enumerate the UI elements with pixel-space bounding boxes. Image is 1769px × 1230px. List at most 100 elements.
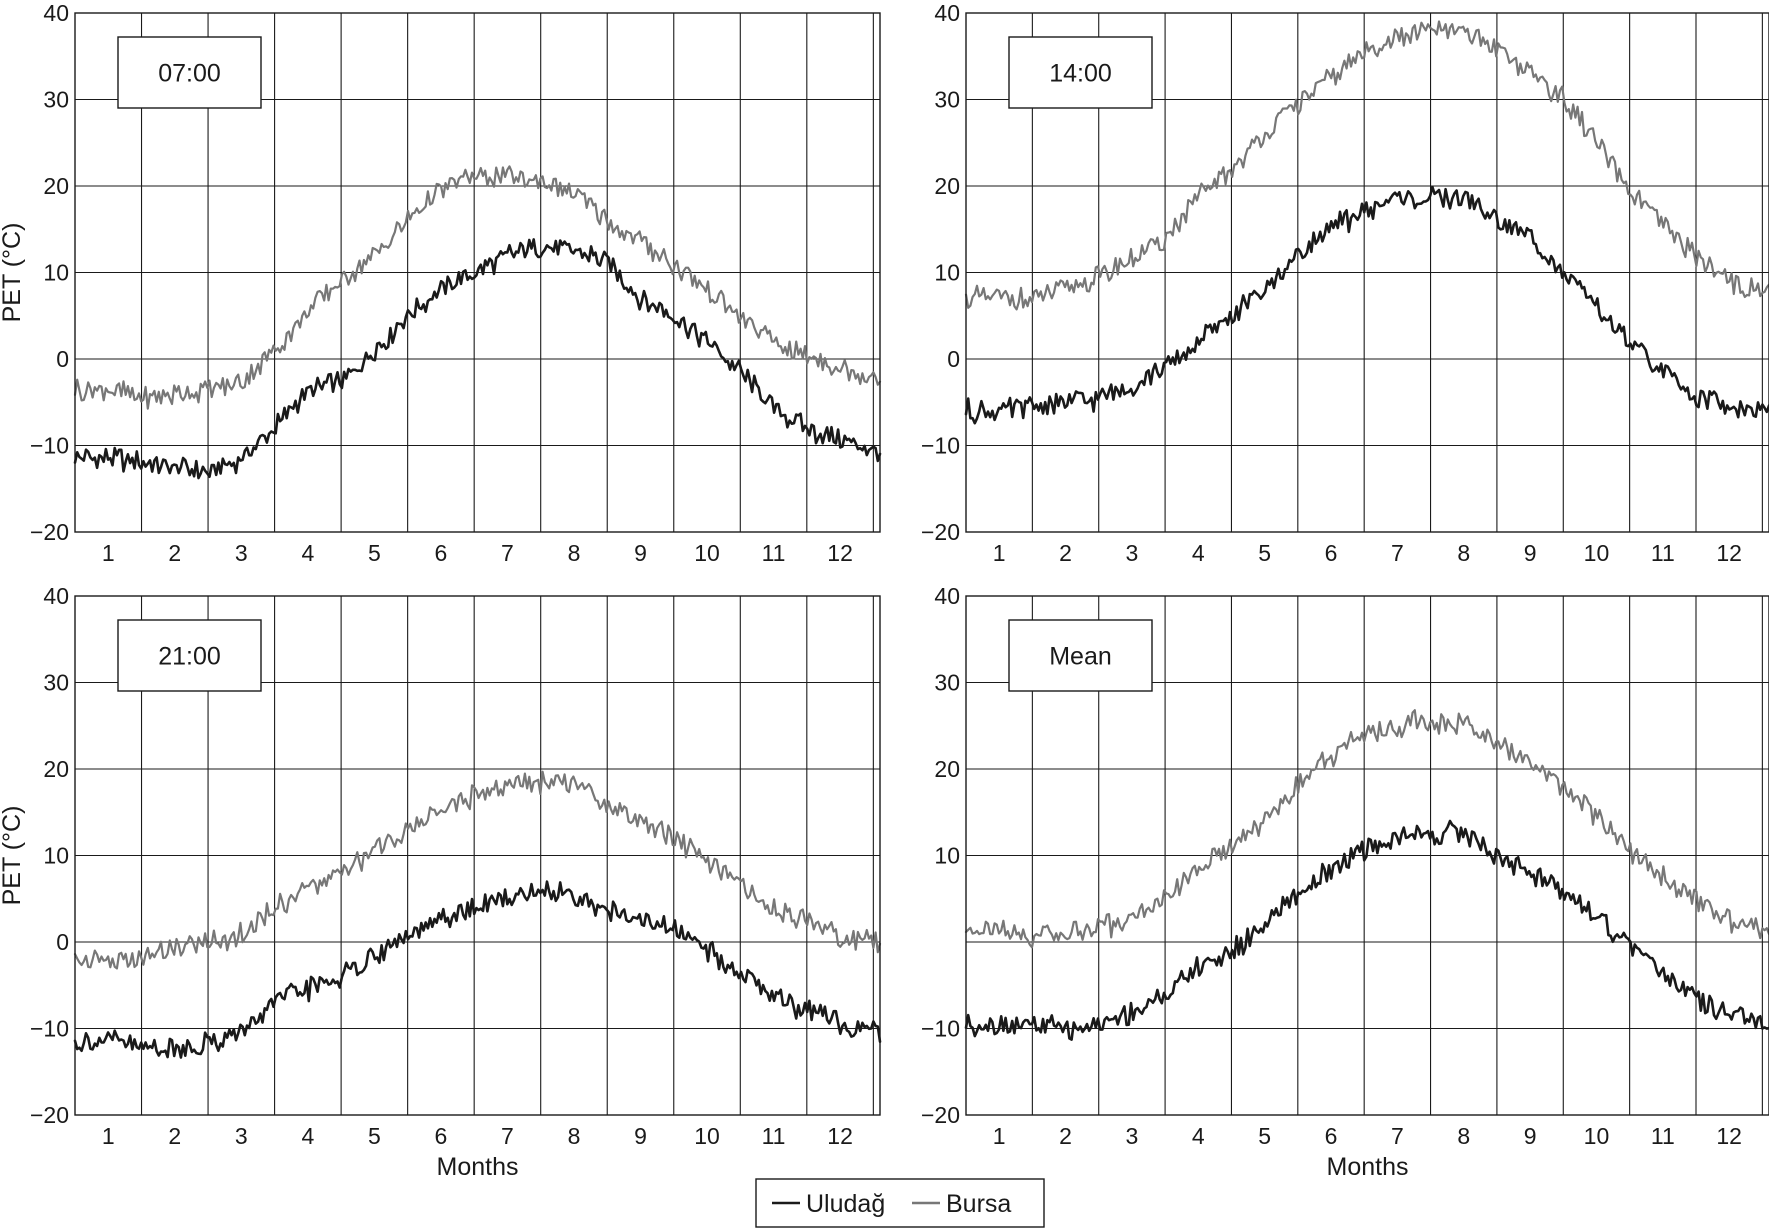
y-tick-label: 30 [934,670,960,696]
plot-frame [74,595,881,1116]
panel-label: Mean [1049,643,1112,671]
x-tick-label: 11 [762,540,786,566]
x-tick-label: 10 [694,540,720,566]
x-tick-label: 12 [827,1123,853,1149]
x-tick-label: 10 [1584,540,1610,566]
plot-frame [965,12,1769,533]
x-tick-label: 2 [168,540,181,566]
x-tick-label: 7 [1391,540,1404,566]
panel-label-box [117,36,262,109]
x-tick-label: 12 [827,540,853,566]
x-tick-label: 5 [368,1123,381,1149]
y-tick-label: 0 [947,346,960,372]
x-tick-label: 11 [1651,540,1675,566]
x-tick-labels: 1 2 3 4 5 6 7 8 9 10 11 12 [993,540,1742,566]
x-tick-label: 7 [1391,1123,1404,1149]
y-tick-label: −20 [921,1102,960,1128]
y-tick-label: −20 [921,519,960,545]
x-tick-label: 9 [634,540,647,566]
series-line-uludag [73,238,882,480]
y-tick-label: 20 [934,173,960,199]
y-tick-label: 40 [43,583,69,609]
y-tick-label: −20 [30,519,69,545]
panel-label-box [1008,36,1153,109]
series-lines [964,20,1769,425]
x-tick-labels: 1 2 3 4 5 6 7 8 9 10 11 12 [102,1123,853,1149]
x-tick-label: 5 [1258,540,1271,566]
y-tick-labels: 40 30 20 10 0 −10 −20 [30,583,69,1128]
y-tick-label: 10 [43,843,69,869]
x-tick-label: 3 [235,540,248,566]
y-tick-label: 10 [934,260,960,286]
y-tick-label: −10 [921,433,960,459]
series-line-uludag [73,880,882,1059]
x-tick-labels: 1 2 3 4 5 6 7 8 9 10 11 12 [993,1123,1742,1149]
x-tick-label: 10 [1584,1123,1610,1149]
series-lines [964,709,1769,1041]
x-tick-label: 3 [1126,540,1139,566]
plot-frame [965,595,1769,1116]
y-tick-label: −10 [921,1016,960,1042]
series-line-bursa [73,770,882,970]
x-tick-label: 4 [1192,540,1205,566]
y-tick-label: 40 [934,0,960,26]
y-tick-label: 20 [934,756,960,782]
x-tick-label: 2 [168,1123,181,1149]
x-tick-label: 8 [568,1123,581,1149]
x-tick-label: 1 [102,1123,115,1149]
x-tick-label: 7 [501,540,514,566]
series-line-uludag [964,185,1769,425]
x-tick-label: 12 [1716,1123,1742,1149]
x-tick-label: 1 [993,540,1006,566]
series-lines [73,165,882,480]
x-tick-label: 1 [993,1123,1006,1149]
series-line-bursa [964,709,1769,949]
y-tick-label: −10 [30,433,69,459]
x-tick-label: 1 [102,540,115,566]
plot-frame [74,12,881,533]
x-tick-label: 5 [368,540,381,566]
x-tick-labels: 1 2 3 4 5 6 7 8 9 10 11 12 [102,540,853,566]
series-line-bursa [73,165,882,410]
x-tick-label: 3 [1126,1123,1139,1149]
y-tick-label: 10 [43,260,69,286]
y-tick-label: −20 [30,1102,69,1128]
x-tick-label: 2 [1059,540,1072,566]
y-tick-label: 0 [56,929,69,955]
x-axis-title: Months [437,1153,519,1181]
x-tick-label: 11 [1651,1123,1675,1149]
x-tick-label: 12 [1716,540,1742,566]
legend-box [755,1178,1045,1228]
x-tick-label: 8 [568,540,581,566]
y-tick-label: 20 [43,173,69,199]
x-tick-label: 2 [1059,1123,1072,1149]
legend-label-uludag: Uludağ [806,1190,885,1218]
y-tick-labels: 40 30 20 10 −10 −20 [921,583,960,1128]
y-tick-label: 40 [934,583,960,609]
y-tick-label: −10 [30,1016,69,1042]
x-tick-label: 6 [435,540,448,566]
y-tick-label: 20 [43,756,69,782]
x-tick-label: 6 [1325,1123,1338,1149]
y-axis-title: PET (°C) [0,806,26,906]
x-tick-label: 7 [501,1123,514,1149]
panel-label: 21:00 [158,643,221,671]
x-tick-label: 6 [435,1123,448,1149]
panel-label: 14:00 [1049,60,1112,88]
y-tick-label: 30 [934,87,960,113]
x-tick-label: 4 [301,1123,314,1149]
y-tick-label: 0 [56,346,69,372]
panel-label-box [117,619,262,692]
y-tick-labels: 40 30 20 10 0 −10 −20 [30,0,69,545]
x-tick-label: 9 [634,1123,647,1149]
series-line-uludag [964,819,1769,1041]
y-tick-label: 40 [43,0,69,26]
y-tick-label: 30 [43,87,69,113]
x-tick-label: 4 [301,540,314,566]
legend: Uludağ Bursa [755,1178,1045,1228]
y-tick-label: 10 [934,843,960,869]
